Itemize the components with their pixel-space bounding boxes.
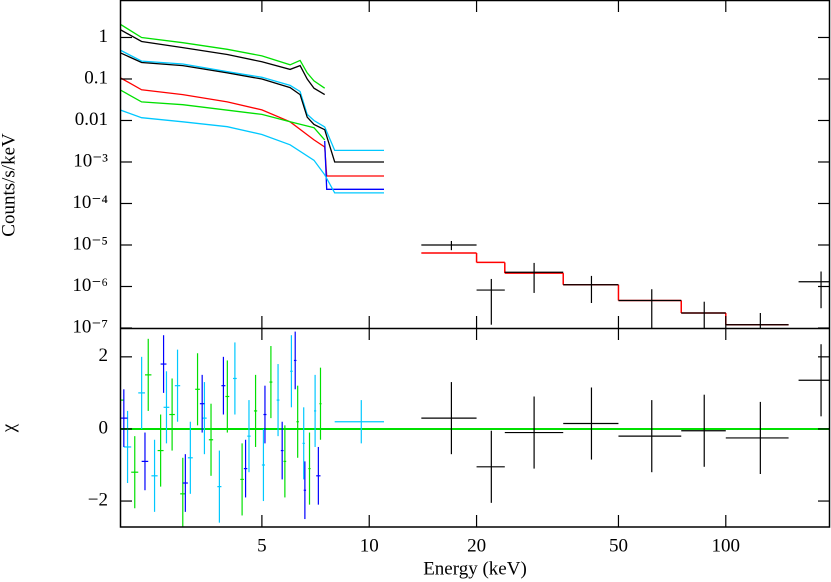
model-line xyxy=(120,77,384,177)
y-axis-label: Counts/s/keV xyxy=(0,133,19,237)
frame xyxy=(119,0,831,528)
model-line xyxy=(120,23,326,89)
model-line xyxy=(120,109,384,194)
y-tick-label: 0.01 xyxy=(75,109,108,130)
y-tick-label: 0 xyxy=(99,417,109,438)
model-line xyxy=(120,49,384,152)
panel: 1 0.1 0.01 10⁻³ 10⁻⁴ 10⁻⁵ 10⁻⁶ 10⁻⁷ xyxy=(72,0,830,337)
x-axis-label: Energy (keV) xyxy=(423,558,527,579)
x-tick-label: 5 xyxy=(257,535,267,556)
y-tick-label: 2 xyxy=(99,345,109,366)
panel: −2 0 2 5 10 20 50 100 xyxy=(88,328,830,556)
x-tick-label: 10 xyxy=(360,535,379,556)
y-tick-label: −2 xyxy=(88,489,108,510)
x-tick-label: 50 xyxy=(609,535,628,556)
model-line xyxy=(120,52,384,163)
plot-area xyxy=(120,23,830,328)
y-tick-label: 10⁻³ xyxy=(73,150,108,171)
y-tick-label: 10⁻⁵ xyxy=(72,233,108,254)
y-tick-label: 10⁻⁶ xyxy=(72,275,108,296)
model-line xyxy=(120,28,326,96)
y-tick-label: 10⁻⁴ xyxy=(72,192,108,213)
x-tick-label: 20 xyxy=(467,535,486,556)
y-tick-label: 10⁻⁷ xyxy=(72,316,108,337)
plot-layer: 1 0.1 0.01 10⁻³ 10⁻⁴ 10⁻⁵ 10⁻⁶ 10⁻⁷ −2 0 2 5 10 20 50 1… xyxy=(72,0,830,556)
model-line xyxy=(120,89,326,141)
x-tick-label: 100 xyxy=(712,535,741,556)
model-line xyxy=(324,140,384,190)
y-axis-label: χ xyxy=(0,423,19,433)
y-tick-label: 0.1 xyxy=(84,67,108,88)
plot-area xyxy=(120,331,830,527)
y-tick-label: 1 xyxy=(99,26,109,47)
